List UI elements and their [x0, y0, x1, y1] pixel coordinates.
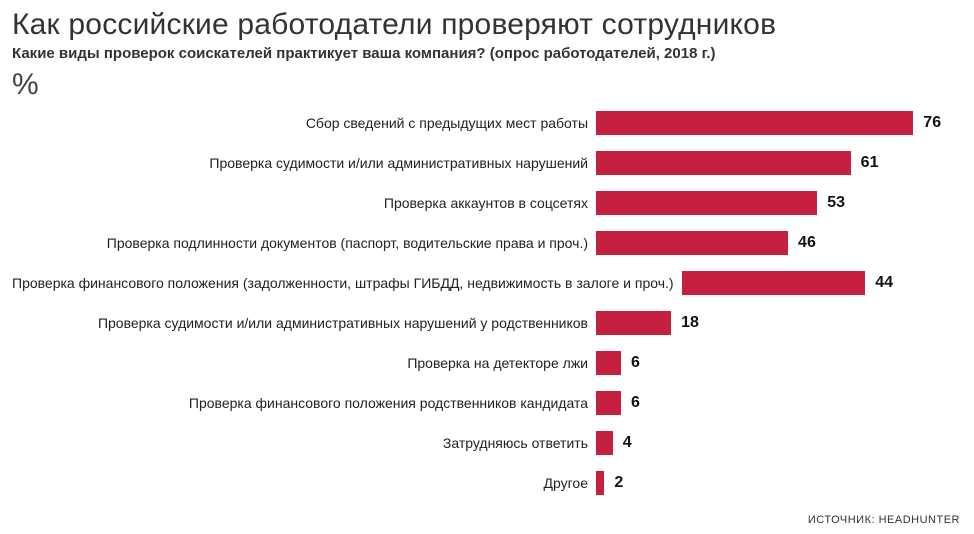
bar-label: Проверка финансового положения родственн…: [12, 395, 596, 411]
bar-value: 61: [861, 154, 879, 172]
bar-row: Проверка судимости и/или административны…: [12, 146, 962, 180]
bar-area: 6: [596, 351, 962, 375]
chart-title: Как российские работодатели проверяют со…: [12, 8, 962, 41]
bar-value: 18: [681, 314, 699, 332]
source-label: ИСТОЧНИК: HEADHUNTER: [808, 514, 960, 526]
bar-row: Сбор сведений с предыдущих мест работы 76: [12, 106, 962, 140]
bar: [596, 151, 851, 175]
percent-symbol: %: [12, 68, 962, 102]
bar-area: 53: [596, 191, 962, 215]
bar-value: 2: [614, 474, 623, 492]
chart-subtitle: Какие виды проверок соискателей практику…: [12, 45, 962, 62]
bar-label: Проверка судимости и/или административны…: [12, 155, 596, 171]
bar-row: Проверка на детекторе лжи 6: [12, 346, 962, 380]
bar-label: Проверка финансового положения (задолжен…: [12, 275, 682, 291]
bar-value: 44: [875, 274, 893, 292]
bar-label: Затрудняюсь ответить: [12, 435, 596, 451]
bar: [682, 271, 866, 295]
bar-value: 46: [798, 234, 816, 252]
bar-value: 4: [623, 434, 632, 452]
bar-area: 6: [596, 391, 962, 415]
bar-value: 53: [827, 194, 845, 212]
bar: [596, 431, 613, 455]
bar: [596, 351, 621, 375]
bar-chart: Сбор сведений с предыдущих мест работы 76…: [12, 106, 962, 500]
bar-row: Проверка финансового положения родственн…: [12, 386, 962, 420]
bar-area: 61: [596, 151, 962, 175]
bar-label: Проверка подлинности документов (паспорт…: [12, 235, 596, 251]
bar-row: Проверка финансового положения (задолжен…: [12, 266, 962, 300]
bar-row: Проверка судимости и/или административны…: [12, 306, 962, 340]
bar: [596, 471, 604, 495]
bar-area: 76: [596, 111, 962, 135]
bar: [596, 311, 671, 335]
bar-label: Другое: [12, 475, 596, 491]
bar-row: Проверка аккаунтов в соцсетях 53: [12, 186, 962, 220]
bar-label: Сбор сведений с предыдущих мест работы: [12, 115, 596, 131]
bar-row: Затрудняюсь ответить 4: [12, 426, 962, 460]
bar: [596, 391, 621, 415]
bar-area: 2: [596, 471, 962, 495]
bar-label: Проверка аккаунтов в соцсетях: [12, 195, 596, 211]
bar-value: 6: [631, 394, 640, 412]
bar-row: Проверка подлинности документов (паспорт…: [12, 226, 962, 260]
bar-area: 44: [682, 271, 962, 295]
bar: [596, 231, 788, 255]
bar: [596, 111, 913, 135]
bar-area: 18: [596, 311, 962, 335]
bar-value: 76: [923, 114, 941, 132]
bar: [596, 191, 817, 215]
bar-row: Другое 2: [12, 466, 962, 500]
bar-area: 46: [596, 231, 962, 255]
bar-label: Проверка судимости и/или административны…: [12, 315, 596, 331]
chart-container: Как российские работодатели проверяют со…: [0, 0, 974, 534]
bar-value: 6: [631, 354, 640, 372]
bar-area: 4: [596, 431, 962, 455]
bar-label: Проверка на детекторе лжи: [12, 355, 596, 371]
